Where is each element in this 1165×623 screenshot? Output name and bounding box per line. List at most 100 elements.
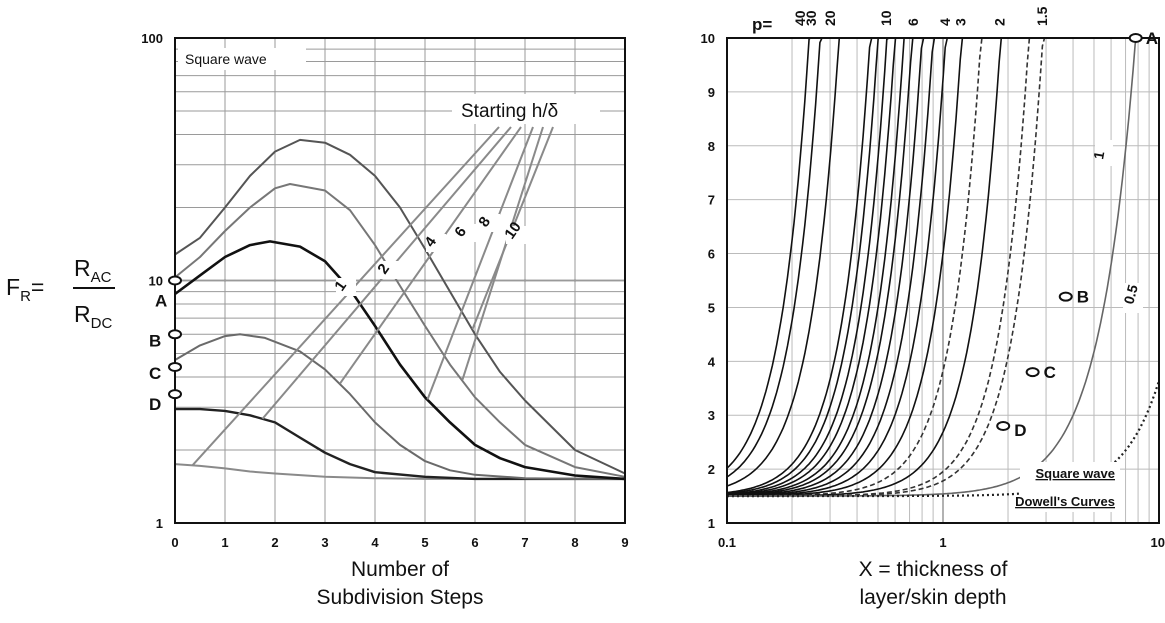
p-curve-20 — [726, 37, 841, 487]
p-curve-4 — [727, 37, 949, 497]
point-label-D: D — [149, 395, 161, 414]
leader-label-bg — [379, 261, 399, 279]
left-series-lines — [174, 138, 626, 481]
right-ytick-label: 7 — [708, 193, 715, 208]
right-ytick-label: 4 — [708, 354, 716, 369]
left-xtick-label: 0 — [171, 535, 178, 550]
right-point-markers: A B C D — [996, 29, 1158, 440]
p-curve-6 — [726, 37, 925, 497]
left-ytick-label: 1 — [156, 516, 163, 531]
point-label-A: A — [1146, 29, 1158, 48]
right-grid — [726, 37, 1159, 524]
p-label-20: 20 — [822, 10, 838, 26]
left-ytick-label: 10 — [149, 274, 163, 289]
p-label-3: 3 — [953, 18, 969, 26]
right-xtick-label: 0.1 — [718, 535, 736, 550]
series-line-hdelta-2 — [175, 407, 625, 481]
p-label-30: 30 — [803, 10, 819, 26]
right-series-lines — [726, 37, 1161, 498]
series-line-hdelta-8 — [174, 183, 626, 478]
p-curve — [727, 37, 914, 496]
left-xtick-label: 3 — [321, 535, 328, 550]
left-ytick-label: 100 — [141, 31, 163, 46]
legend-dowell: Dowell's Curves — [1015, 494, 1115, 509]
p-curve-40 — [726, 37, 812, 469]
left-xtick-label: 6 — [471, 535, 478, 550]
left-xtick-label: 4 — [371, 535, 379, 550]
p-curve — [726, 37, 890, 495]
right-legend: Square wave Dowell's Curves — [1015, 462, 1120, 512]
p-curve-10 — [726, 37, 897, 496]
left-xlabel-line1: Number of — [351, 558, 449, 581]
right-ytick-label: 8 — [708, 139, 715, 154]
left-xtick-label: 8 — [571, 535, 578, 550]
point-marker-C — [1025, 367, 1040, 378]
series-line-hdelta-4 — [174, 333, 625, 480]
point-label-D: D — [1014, 421, 1026, 440]
svg-text:FR=: FR= — [6, 274, 44, 305]
p-label-1.5: 1.5 — [1034, 6, 1050, 26]
p-curve — [726, 37, 873, 494]
right-xlabel-line1: X = thickness of — [859, 558, 1008, 581]
left-annotation-box: Square wave — [178, 48, 306, 70]
leader-label-bg — [336, 278, 356, 296]
right-ytick-label: 6 — [708, 247, 715, 262]
right-ytick-label: 1 — [708, 516, 715, 531]
p-label-10: 10 — [878, 10, 894, 26]
series-line-hdelta-6 — [174, 240, 626, 481]
left-xtick-label: 2 — [271, 535, 278, 550]
right-ytick-label: 2 — [708, 462, 715, 477]
leader-line-hdelta-1 — [191, 126, 500, 467]
left-xtick-label: 9 — [621, 535, 628, 550]
leader-label-bg — [456, 224, 476, 242]
legend-title-box: Starting h/δ — [452, 94, 600, 124]
leader-label-bg — [506, 226, 526, 244]
right-xtick-label: 1 — [939, 535, 946, 550]
fr-num: R — [74, 255, 91, 281]
fr-num-sub: AC — [91, 269, 112, 286]
fr-prefix: F — [6, 274, 20, 300]
left-xtick-label: 5 — [421, 535, 428, 550]
right-ytick-label: 10 — [701, 31, 715, 46]
legend-title: Starting h/δ — [461, 101, 558, 122]
leader-line-hdelta-4 — [339, 126, 522, 385]
p-curve-2 — [727, 37, 1003, 497]
p-label-1: 1 — [1090, 150, 1107, 161]
point-label-C: C — [149, 364, 161, 383]
leader-label-bg — [426, 234, 446, 252]
p-label-2: 2 — [992, 18, 1008, 26]
point-marker-B — [168, 329, 182, 340]
right-plot-frame — [726, 37, 1160, 524]
p-curve — [726, 37, 879, 495]
point-label-B: B — [149, 331, 161, 350]
p-label-6: 6 — [905, 18, 921, 26]
p-curve-1 — [726, 37, 1139, 497]
p-label-bg — [1095, 140, 1113, 166]
p-label-0.5: 0.5 — [1120, 283, 1141, 306]
left-point-markers: A BCD — [149, 275, 182, 414]
right-xtick-label: 10 — [1151, 535, 1165, 550]
point-marker-D — [996, 421, 1011, 431]
left-annotation: Square wave — [185, 51, 267, 67]
left-xtick-label: 1 — [221, 535, 228, 550]
right-ytick-label: 5 — [708, 300, 715, 315]
svg-text:RAC: RAC — [74, 255, 112, 286]
legend-square-wave: Square wave — [1036, 466, 1116, 481]
p-curve-3 — [727, 37, 964, 497]
fr-eq: = — [31, 274, 44, 300]
left-xlabel-line2: Subdivision Steps — [317, 586, 484, 609]
point-marker-A — [168, 275, 182, 286]
right-xlabel-line2: layer/skin depth — [859, 586, 1006, 609]
p-label-40: 40 — [792, 10, 808, 26]
point-label-A: A — [155, 292, 167, 311]
p-label-4: 4 — [937, 18, 953, 26]
point-marker-A — [1128, 33, 1143, 43]
p-label-bg — [1123, 283, 1143, 313]
